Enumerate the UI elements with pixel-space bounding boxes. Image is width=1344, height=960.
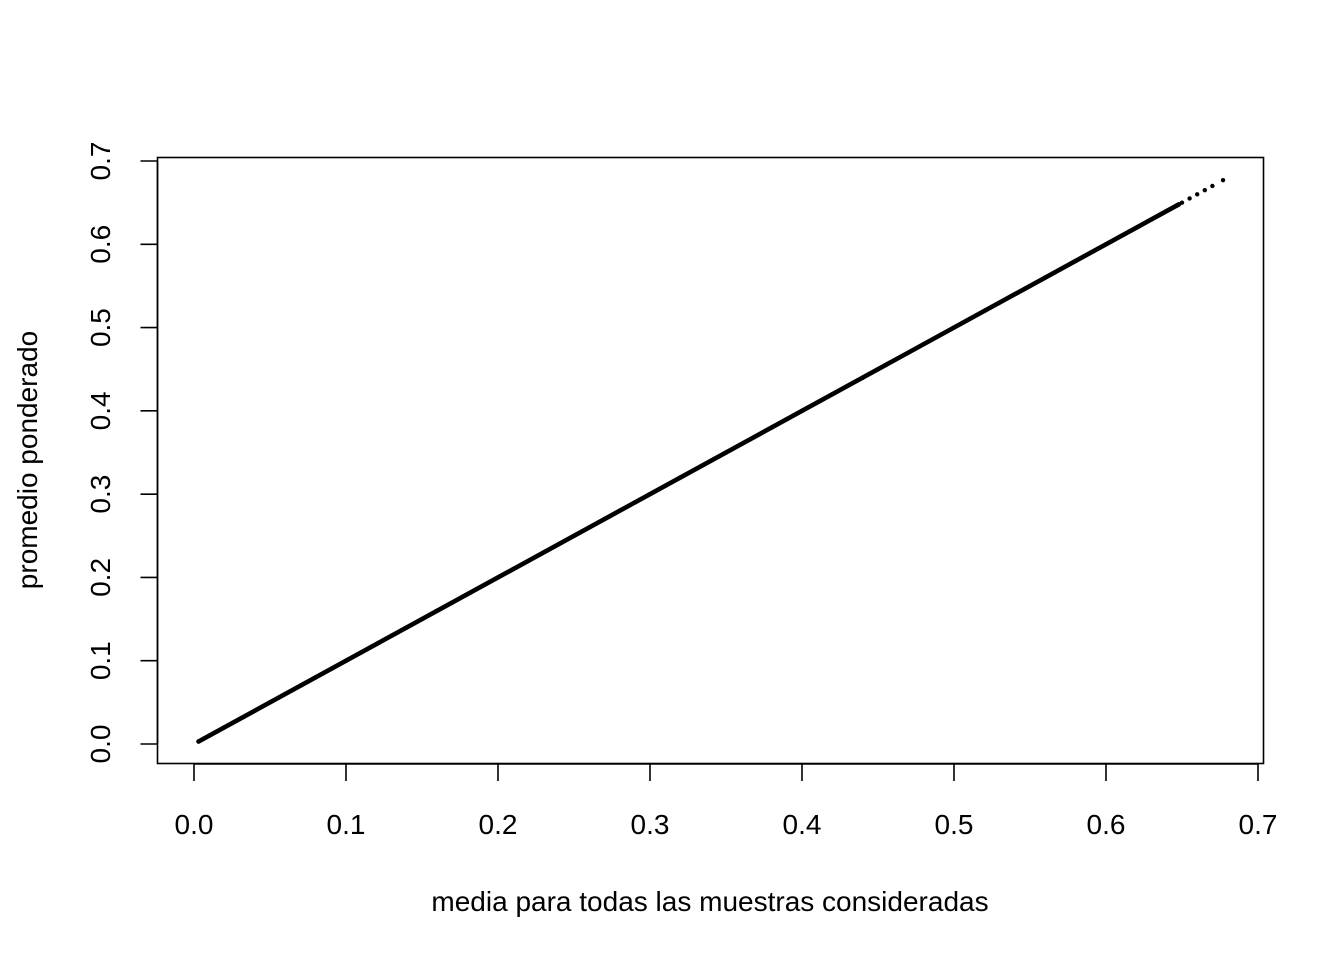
y-tick-label: 0.0 — [85, 725, 116, 764]
data-point — [1164, 208, 1170, 214]
data-point — [374, 641, 379, 647]
data-point — [404, 625, 409, 630]
data-point — [1210, 183, 1215, 189]
data-point — [1073, 258, 1078, 264]
data-point — [419, 616, 425, 622]
data-point — [799, 408, 805, 414]
data-point — [678, 475, 683, 480]
y-tick-label: 0.4 — [85, 391, 116, 430]
data-point — [1187, 196, 1192, 201]
data-point — [936, 333, 941, 339]
data-point — [1088, 250, 1094, 255]
data-point — [313, 675, 318, 680]
data-point — [343, 658, 349, 663]
x-tick-label: 0.6 — [1087, 809, 1126, 840]
data-point — [1202, 187, 1208, 193]
data-point — [693, 466, 698, 472]
data-point — [1220, 177, 1226, 183]
data-point — [1058, 267, 1063, 272]
data-point — [769, 425, 774, 430]
data-point — [200, 736, 206, 742]
data-point — [602, 516, 607, 522]
y-tick-label: 0.2 — [85, 558, 116, 597]
y-tick-label: 0.3 — [85, 475, 116, 514]
data-point — [389, 633, 394, 638]
x-tick-label: 0.2 — [479, 809, 518, 840]
data-point — [708, 458, 713, 464]
data-point — [511, 566, 516, 572]
y-axis-label: promedio ponderado — [12, 331, 43, 589]
data-point — [328, 666, 333, 672]
data-point — [1012, 292, 1017, 297]
data-point — [1027, 283, 1033, 289]
data-point — [967, 317, 972, 322]
data-point — [252, 708, 257, 713]
data-point — [875, 367, 881, 372]
data-point — [587, 525, 592, 530]
x-axis-label: media para todas las muestras considerad… — [431, 886, 988, 917]
data-point — [450, 600, 455, 605]
data-point — [982, 308, 987, 314]
y-tick-label: 0.1 — [85, 641, 116, 680]
data-point — [921, 342, 926, 347]
data-point — [997, 300, 1002, 305]
data-point — [647, 491, 653, 497]
data-point — [617, 508, 622, 513]
data-point — [207, 733, 212, 738]
data-point — [1149, 217, 1154, 222]
y-axis: 0.0 0.1 0.2 0.3 0.4 0.5 0.6 0.7 — [85, 142, 159, 764]
y-tick-label: 0.6 — [85, 225, 116, 264]
data-point — [480, 583, 485, 588]
data-point — [784, 416, 789, 422]
data-point — [495, 575, 501, 580]
data-point — [632, 500, 637, 505]
data-point — [1179, 200, 1185, 205]
data-point — [435, 608, 440, 613]
data-point — [754, 433, 759, 439]
data-point — [830, 392, 835, 397]
data-point — [906, 350, 911, 355]
data-point — [951, 325, 957, 330]
data-point — [1103, 242, 1109, 247]
data-point — [1195, 192, 1200, 197]
data-point — [283, 691, 288, 697]
data-point — [196, 739, 201, 744]
data-point — [359, 650, 364, 655]
data-point — [298, 683, 303, 688]
data-point — [222, 725, 227, 730]
x-tick-label: 0.3 — [631, 809, 670, 840]
data-point — [237, 716, 242, 722]
data-point — [845, 383, 850, 389]
data-point — [815, 400, 820, 405]
data-point — [739, 441, 744, 447]
data-point — [1043, 275, 1048, 280]
y-tick-label: 0.7 — [85, 142, 116, 181]
data-point — [556, 541, 561, 547]
data-point — [723, 450, 729, 455]
x-tick-label: 0.7 — [1239, 809, 1278, 840]
data-point — [541, 550, 546, 555]
x-tick-label: 0.0 — [175, 809, 214, 840]
data-point — [526, 558, 531, 563]
data-point — [1134, 225, 1139, 230]
x-tick-label: 0.5 — [935, 809, 974, 840]
x-tick-label: 0.1 — [327, 809, 366, 840]
data-point — [891, 358, 896, 364]
x-axis: 0.0 0.1 0.2 0.3 0.4 0.5 0.6 0.7 — [175, 763, 1278, 840]
y-tick-label: 0.5 — [85, 308, 116, 347]
data-point — [1119, 233, 1124, 239]
data-point — [663, 483, 668, 489]
data-point — [860, 375, 865, 380]
x-tick-label: 0.4 — [783, 809, 822, 840]
data-point — [571, 533, 577, 538]
data-point — [465, 591, 470, 597]
data-point — [267, 700, 273, 705]
data-point — [214, 729, 219, 734]
data-points — [196, 177, 1226, 744]
